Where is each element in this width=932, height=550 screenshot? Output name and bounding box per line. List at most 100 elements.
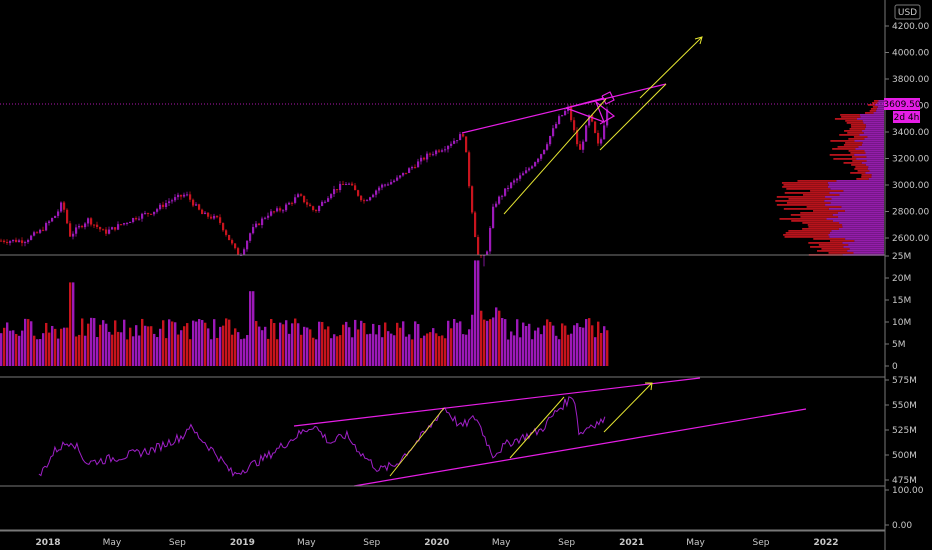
price-panel[interactable] xyxy=(0,36,885,267)
volume-bar xyxy=(312,337,315,366)
price-candles xyxy=(0,104,609,267)
price-candle xyxy=(120,223,123,226)
volume-bar xyxy=(108,331,111,366)
volume-bar xyxy=(540,334,543,366)
volume-bar xyxy=(84,335,87,366)
price-axis[interactable]: 2600.002800.003000.003200.003400.003600.… xyxy=(883,0,929,550)
price-yellow-arrow-3 xyxy=(639,36,703,99)
price-candle xyxy=(387,182,390,186)
volume-profile-row xyxy=(800,212,884,214)
volume-bar xyxy=(6,322,9,366)
volume-profile-row xyxy=(775,200,884,202)
volume-bar xyxy=(552,325,555,366)
volume-bar xyxy=(354,319,357,366)
price-candle xyxy=(105,227,108,237)
volume-bar xyxy=(288,333,291,366)
volume-bar xyxy=(243,338,246,366)
price-candle xyxy=(570,104,573,123)
volume-bar xyxy=(603,326,606,366)
volume-bar xyxy=(210,339,213,366)
volume-bar xyxy=(234,328,237,366)
price-candle xyxy=(168,198,171,206)
price-candle xyxy=(456,140,459,144)
volume-bar xyxy=(216,337,219,366)
price-candle xyxy=(561,114,564,117)
price-candle xyxy=(453,138,456,145)
price-candle xyxy=(309,202,312,207)
price-candle xyxy=(579,140,582,150)
price-candle xyxy=(474,210,477,238)
time-axis[interactable]: 2018 May Sep 2019 May Sep 2020 May Sep 2021 May Sep… xyxy=(0,530,885,548)
volume-bar xyxy=(99,324,102,366)
volume-profile-row xyxy=(869,110,884,112)
price-candle xyxy=(303,195,306,204)
price-candle xyxy=(81,224,84,229)
indicator-axis-label: 525M xyxy=(892,426,917,436)
volume-bar xyxy=(405,336,408,366)
last-price-tag xyxy=(884,98,920,110)
volume-bar xyxy=(117,331,120,366)
price-candle xyxy=(384,183,387,188)
volume-bar xyxy=(375,334,378,366)
price-candle xyxy=(510,181,513,190)
currency-badge-text: USD xyxy=(898,8,917,18)
volume-profile-row xyxy=(828,252,884,254)
volume-bar xyxy=(417,324,420,366)
volume-panel[interactable] xyxy=(0,260,885,378)
price-candle xyxy=(534,161,537,167)
price-candle xyxy=(558,114,561,125)
volume-bar xyxy=(450,328,453,366)
volume-profile-row xyxy=(845,120,884,122)
price-candle xyxy=(327,196,330,203)
volume-profile-row xyxy=(776,196,884,198)
volume-bar xyxy=(156,337,159,366)
volume-bar xyxy=(444,338,447,366)
volume-bar xyxy=(324,329,327,366)
volume-axis-label: 10M xyxy=(892,318,911,328)
volume-bar xyxy=(90,317,93,366)
volume-bar xyxy=(396,322,399,366)
price-candle xyxy=(18,238,21,243)
volume-bar xyxy=(189,339,192,366)
price-candle xyxy=(294,194,297,205)
volume-axis-label: 20M xyxy=(892,274,911,284)
volume-bar xyxy=(390,333,393,366)
volume-profile-row xyxy=(776,204,884,206)
volume-profile-row xyxy=(850,152,884,154)
volume-bar xyxy=(477,260,480,366)
indicator-panel[interactable] xyxy=(0,377,885,487)
price-candle xyxy=(144,210,147,215)
volume-bar xyxy=(345,321,348,366)
volume-bar xyxy=(303,326,306,366)
time-axis-label: May xyxy=(297,538,316,548)
volume-profile-row xyxy=(848,150,884,152)
time-axis-label: 2018 xyxy=(35,538,60,548)
price-candle xyxy=(66,208,69,225)
volume-profile-row xyxy=(851,126,884,128)
volume-profile-row xyxy=(847,132,884,134)
volume-bar xyxy=(261,330,264,366)
volume-profile-row xyxy=(817,250,884,252)
volume-bar xyxy=(291,323,294,366)
volume-bar xyxy=(219,326,222,366)
price-candle xyxy=(525,167,528,174)
price-candle xyxy=(324,200,327,204)
volume-profile-row xyxy=(781,182,884,184)
volume-bar xyxy=(96,337,99,366)
currency-badge[interactable] xyxy=(894,4,921,20)
price-candle xyxy=(354,183,357,191)
price-axis-label: 3000.00 xyxy=(892,181,929,191)
volume-bar xyxy=(51,325,54,366)
price-candle xyxy=(54,215,57,219)
price-candle xyxy=(444,146,447,153)
volume-bar xyxy=(111,334,114,366)
volume-profile-row xyxy=(833,158,884,160)
price-candle xyxy=(399,175,402,180)
price-candle xyxy=(585,124,588,142)
price-candle xyxy=(48,220,51,226)
price-candle xyxy=(555,121,558,129)
volume-profile-row xyxy=(813,210,884,212)
volume-bar xyxy=(285,320,288,366)
volume-profile-row xyxy=(791,220,884,222)
